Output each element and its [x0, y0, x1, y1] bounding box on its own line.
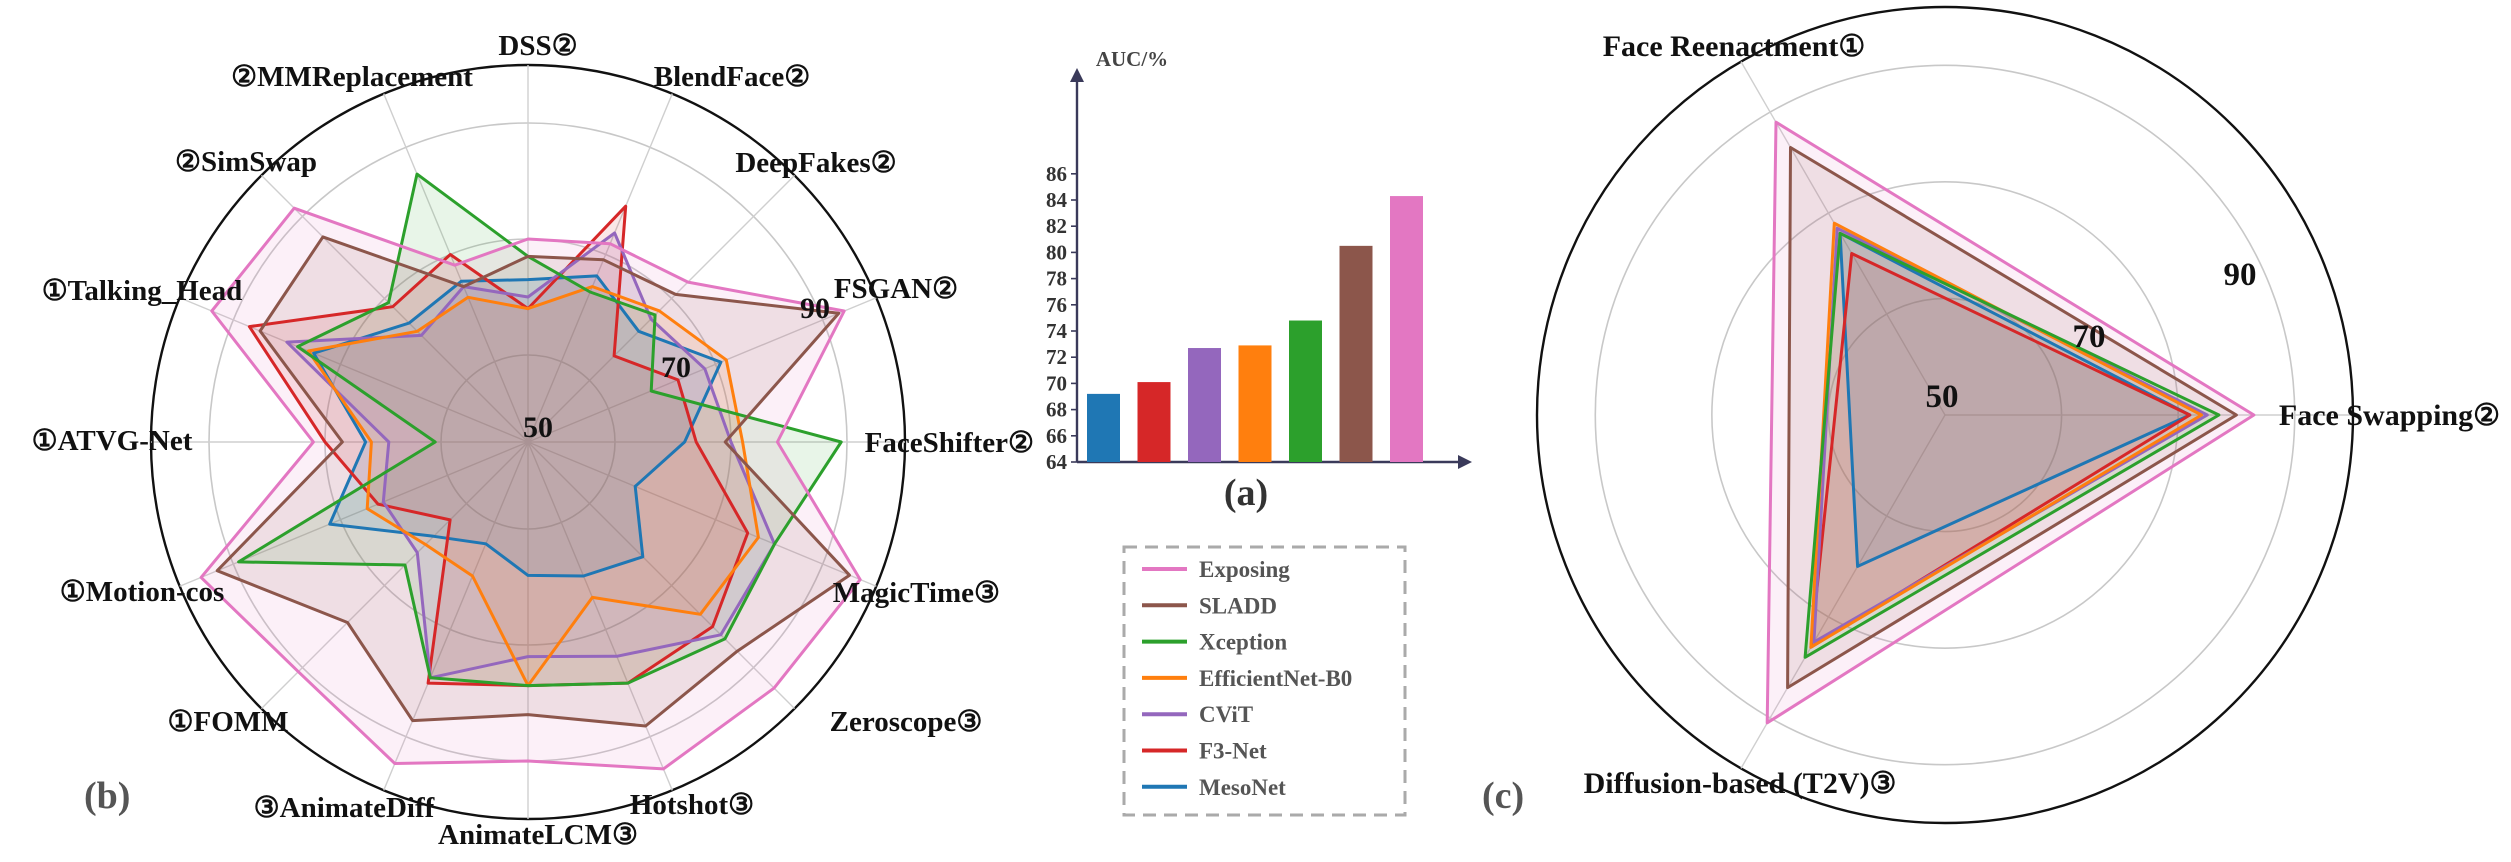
bar-efficientnet-b0 [1238, 345, 1272, 462]
radar-chart-b: 50 70 90 DSS② BlendFace② DeepFakes② FSGAN② Face… [32, 30, 1034, 851]
category-label: FaceShifter② [865, 427, 1034, 459]
bar-f3-net [1137, 382, 1171, 462]
grid-spoke [383, 441, 529, 791]
series-area-mesonet [1840, 233, 2190, 567]
legend: Exposing SLADD Xception EfficientNet-B0 CViT… [1122, 545, 1407, 817]
radar-chart-c: 50 70 90 Face Swapping② Face Reenactment① Dif… [1535, 5, 2500, 825]
category-label: Hotshot③ [630, 789, 754, 821]
grid-spoke [1740, 414, 1946, 769]
category-label: AnimateLCM③ [438, 819, 638, 851]
series-line-exposing [1765, 120, 2256, 725]
grid-spoke [527, 441, 796, 710]
category-label: DeepFakes② [735, 147, 896, 179]
legend-label: CViT [1199, 702, 1253, 727]
series-line-exposing [199, 206, 862, 771]
series-area-f3-net [249, 206, 748, 686]
series-line-mesonet [1838, 231, 2192, 568]
category-label: MagicTime③ [833, 577, 1000, 609]
legend-label: F3-Net [1199, 739, 1267, 764]
series-area-cvit [1813, 228, 2208, 643]
series-line-f3-net [1809, 252, 2192, 649]
ring-label: 50 [523, 411, 553, 444]
category-label: ①ATVG-Net [32, 425, 193, 457]
x-axis-arrow [1458, 455, 1472, 469]
legend-label: Xception [1199, 630, 1287, 655]
grid-spoke [527, 441, 877, 587]
series-line-cvit [285, 231, 776, 680]
series-area-sladd [1787, 147, 2237, 688]
bar-mesonet [1087, 393, 1120, 462]
series-area-efficientnet-b0 [308, 286, 759, 686]
y-tick-label: 76 [1046, 293, 1067, 317]
category-label: Face Reenactment① [1603, 30, 1866, 63]
category-label: BlendFace② [654, 61, 810, 93]
panel-label-a: (a) [1224, 472, 1268, 514]
series-area-f3-net [1810, 253, 2190, 648]
bar-exposing [1390, 196, 1423, 462]
grid-spoke [1740, 61, 1946, 416]
y-tick-label: 68 [1046, 398, 1067, 422]
y-tick-label: 70 [1046, 371, 1067, 395]
category-label: ②MMReplacement [231, 61, 473, 93]
ring-label: 90 [2224, 257, 2257, 293]
series-area-xception [1805, 233, 2219, 658]
series-area-sladd [217, 236, 850, 726]
y-tick-label: 86 [1046, 162, 1067, 186]
legend-label: SLADD [1199, 593, 1277, 618]
y-tick-label: 78 [1046, 267, 1067, 291]
grid-spoke [527, 174, 796, 443]
category-label: ①Motion-cos [60, 576, 225, 608]
series-line-sladd [1786, 146, 2238, 690]
category-label: ①FOMM [167, 706, 288, 738]
series-area-efficientnet-b0 [1810, 223, 2202, 648]
bar-cvit [1188, 348, 1221, 462]
y-axis-label: AUC/% [1096, 47, 1168, 71]
series-line-xception [237, 172, 843, 688]
grid-spoke [260, 441, 529, 710]
y-axis-arrow [1070, 68, 1084, 82]
category-label: ①Talking_Head [42, 275, 243, 307]
category-label: Diffusion-based (T2V)③ [1584, 767, 1897, 800]
panel-label-b: (b) [84, 775, 130, 817]
category-label: ②SimSwap [175, 146, 317, 178]
y-tick-label: 84 [1046, 188, 1068, 212]
ring-label: 90 [800, 292, 830, 325]
series-line-sladd [215, 235, 851, 728]
category-label: DSS② [498, 30, 577, 62]
category-label: Face Swapping② [2279, 399, 2500, 432]
y-tick-label: 64 [1046, 450, 1068, 474]
category-label: FSGAN② [834, 273, 958, 305]
grid-spoke [260, 174, 529, 443]
y-tick-label: 72 [1046, 345, 1067, 369]
ring-label: 70 [661, 351, 691, 384]
grid-spoke [527, 297, 877, 443]
legend-label: EfficientNet-B0 [1199, 666, 1352, 691]
ring-label: 50 [1926, 379, 1959, 415]
grid-spoke [383, 93, 529, 443]
grid-spoke [527, 93, 673, 443]
bar-sladd [1339, 245, 1373, 462]
bar-xception [1289, 320, 1322, 462]
legend-label: MesoNet [1199, 775, 1286, 800]
y-tick-label: 82 [1046, 214, 1067, 238]
category-label: ③AnimateDiff [254, 792, 435, 824]
y-tick-label: 80 [1046, 240, 1067, 264]
y-tick-label: 74 [1046, 319, 1068, 343]
legend-label: Exposing [1199, 557, 1290, 582]
ring-label: 70 [2073, 319, 2106, 355]
series-area-exposing [201, 208, 861, 769]
grid-spoke [179, 297, 529, 443]
series-line-xception [1803, 231, 2221, 659]
panel-label-c: (c) [1482, 775, 1524, 817]
y-tick-label: 66 [1046, 424, 1067, 448]
grid-spoke [527, 441, 673, 791]
series-area-mesonet [313, 275, 721, 576]
category-label: Zeroscope③ [830, 706, 983, 738]
